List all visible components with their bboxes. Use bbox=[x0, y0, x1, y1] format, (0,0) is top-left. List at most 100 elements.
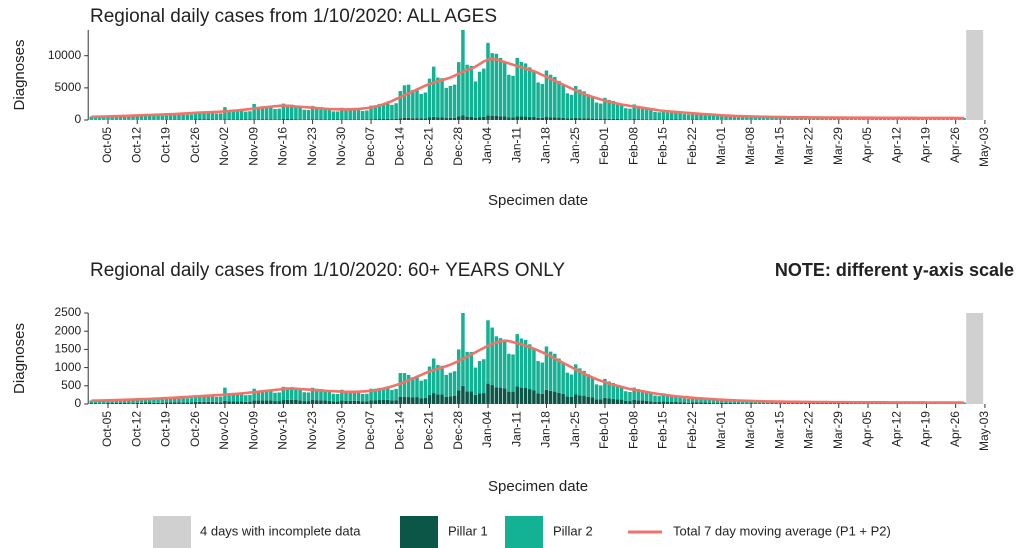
bar bbox=[260, 106, 265, 120]
bar bbox=[962, 402, 966, 404]
bar bbox=[586, 94, 590, 119]
bar bbox=[665, 110, 670, 120]
bar bbox=[377, 104, 382, 120]
bar bbox=[699, 402, 703, 404]
bar bbox=[198, 119, 202, 120]
bar bbox=[198, 395, 202, 402]
bar bbox=[394, 400, 398, 404]
x-tick-label: Oct-26 bbox=[188, 127, 202, 163]
bar bbox=[440, 394, 444, 404]
bar bbox=[778, 403, 783, 404]
bar bbox=[724, 115, 728, 120]
x-tick-label: Apr-05 bbox=[860, 127, 874, 163]
x-tick-label: Feb-15 bbox=[656, 411, 670, 449]
x-tick-label: Mar-15 bbox=[772, 411, 786, 449]
bar bbox=[519, 387, 524, 404]
bar bbox=[511, 391, 515, 404]
bar bbox=[436, 77, 440, 118]
bar bbox=[649, 392, 653, 402]
bar bbox=[482, 116, 486, 120]
bar bbox=[419, 380, 423, 399]
bar bbox=[198, 401, 202, 404]
bar bbox=[164, 113, 169, 120]
bar bbox=[444, 374, 448, 397]
bar bbox=[340, 400, 344, 404]
bar bbox=[665, 394, 670, 402]
bar bbox=[315, 119, 319, 120]
bar bbox=[544, 346, 549, 390]
bar bbox=[469, 66, 474, 117]
bar bbox=[745, 117, 749, 120]
bar bbox=[344, 108, 348, 120]
bar bbox=[565, 396, 570, 404]
bar bbox=[131, 400, 135, 404]
bar bbox=[444, 396, 448, 404]
bar bbox=[214, 402, 219, 404]
bar bbox=[837, 403, 841, 404]
bar bbox=[473, 367, 478, 395]
bar bbox=[502, 116, 507, 120]
bar bbox=[202, 119, 206, 120]
bar bbox=[586, 118, 590, 120]
bar bbox=[452, 84, 457, 118]
bar bbox=[486, 42, 490, 116]
bar bbox=[273, 119, 277, 120]
bar bbox=[164, 402, 169, 404]
bar bbox=[218, 402, 223, 404]
bar bbox=[615, 102, 620, 119]
bar bbox=[210, 395, 215, 402]
bar bbox=[611, 100, 616, 119]
bar bbox=[206, 395, 210, 402]
bar bbox=[753, 403, 757, 404]
bar bbox=[565, 118, 570, 120]
bar bbox=[360, 393, 365, 402]
bar bbox=[711, 115, 716, 120]
bar bbox=[440, 365, 444, 395]
bar bbox=[315, 388, 319, 401]
bar bbox=[285, 119, 290, 120]
bar bbox=[298, 119, 302, 120]
bar bbox=[193, 395, 198, 402]
bar bbox=[824, 403, 828, 404]
bar bbox=[774, 117, 778, 120]
bar bbox=[277, 392, 281, 402]
legend-label: Total 7 day moving average (P1 + P2) bbox=[673, 523, 891, 538]
bar bbox=[619, 119, 624, 120]
bar bbox=[185, 114, 190, 120]
bar bbox=[624, 108, 628, 120]
bar bbox=[152, 114, 156, 120]
bar bbox=[615, 118, 620, 120]
bar bbox=[498, 387, 503, 404]
bar bbox=[766, 116, 770, 120]
bar bbox=[452, 371, 457, 396]
bar bbox=[603, 118, 607, 120]
bar bbox=[206, 111, 210, 120]
bar bbox=[690, 396, 695, 403]
bar bbox=[177, 397, 181, 403]
bar bbox=[594, 102, 599, 119]
bar bbox=[352, 391, 357, 401]
bar bbox=[302, 109, 307, 120]
bar bbox=[381, 399, 386, 404]
bar bbox=[578, 395, 582, 404]
bar bbox=[782, 403, 787, 404]
bar bbox=[477, 71, 482, 118]
bar bbox=[139, 398, 144, 403]
bar bbox=[482, 68, 486, 117]
bar bbox=[536, 82, 540, 118]
bar bbox=[411, 397, 415, 404]
x-tick-label: Dec-28 bbox=[451, 411, 465, 450]
bar bbox=[786, 403, 791, 404]
bar bbox=[649, 109, 653, 120]
bar bbox=[498, 338, 503, 388]
bar bbox=[373, 388, 377, 401]
bar bbox=[214, 113, 219, 120]
bar bbox=[594, 399, 599, 404]
x-tick-label: Mar-01 bbox=[714, 127, 728, 165]
bar bbox=[235, 401, 240, 404]
bar bbox=[811, 403, 816, 404]
bar bbox=[289, 104, 294, 120]
x-tick-label: Dec-21 bbox=[422, 411, 436, 450]
bar bbox=[348, 400, 352, 404]
bar bbox=[360, 401, 365, 404]
